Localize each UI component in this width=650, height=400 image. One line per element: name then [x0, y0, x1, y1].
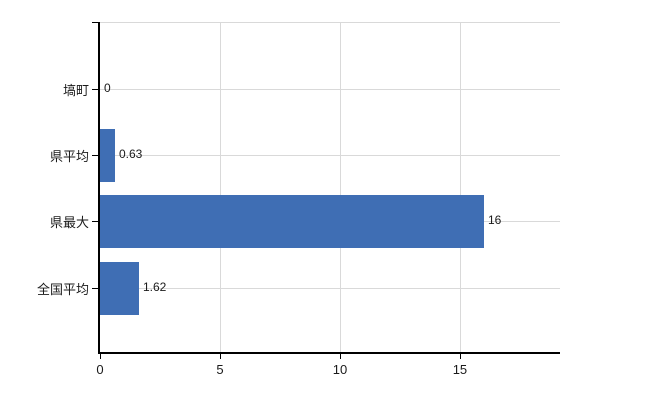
y-axis-line: [98, 22, 100, 354]
bar-value-label: 16: [488, 213, 502, 227]
y-axis-tick: [92, 89, 98, 90]
vertical-gridline: [459, 22, 461, 352]
vertical-gridline: [339, 22, 341, 352]
y-axis-tick: [92, 288, 98, 289]
category-label: 塙町: [62, 83, 89, 98]
horizontal-gridline: [100, 155, 560, 156]
category-label: 県平均: [49, 149, 89, 164]
x-axis-tick: [100, 354, 101, 359]
plot-top-gridline: [100, 22, 560, 23]
category-label: 県最大: [49, 215, 89, 230]
bar: [100, 261, 139, 315]
x-axis-tick: [219, 354, 221, 359]
horizontal-gridline: [100, 288, 560, 289]
bar: [100, 194, 484, 248]
bar-value-label: 0: [104, 81, 111, 95]
x-axis-tick: [459, 354, 461, 359]
y-axis-tick: [92, 221, 98, 222]
vertical-gridline: [219, 22, 221, 352]
category-label: 全国平均: [36, 282, 89, 297]
x-tick-label: 15: [452, 362, 468, 377]
y-axis-tick: [92, 22, 98, 23]
bar-value-label: 0.63: [119, 147, 143, 161]
x-axis-tick: [339, 354, 341, 359]
bar: [100, 128, 115, 182]
bar-value-label: 1.62: [143, 280, 167, 294]
x-axis-line: [98, 352, 560, 354]
x-tick-label: 5: [216, 362, 224, 377]
x-tick-label: 10: [332, 362, 348, 377]
x-tick-label: 0: [96, 362, 104, 377]
y-axis-tick: [92, 155, 98, 156]
horizontal-gridline: [100, 89, 560, 90]
